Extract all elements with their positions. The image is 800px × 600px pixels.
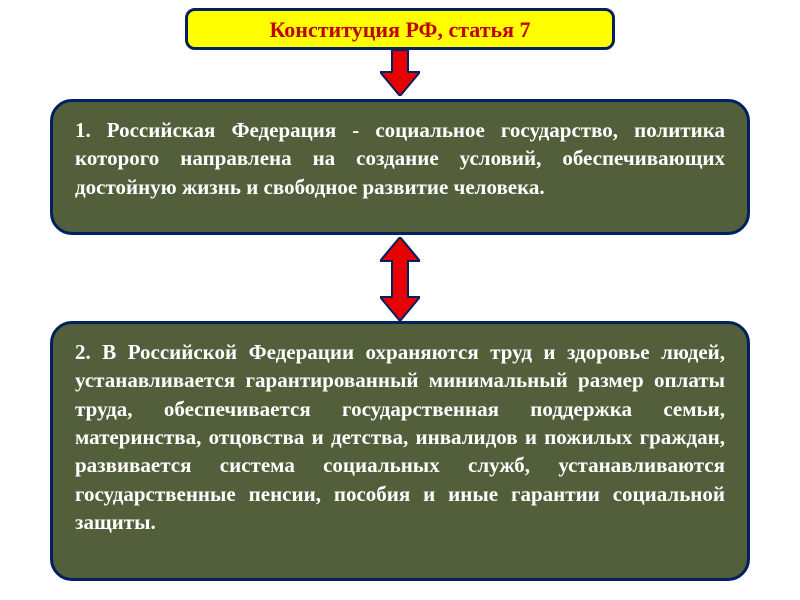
title-box: Конституция РФ, статья 7 [185,8,615,50]
arrow-down-1 [380,50,420,96]
article-point-2-text: 2. В Российской Федерации охраняются тру… [75,340,725,534]
article-point-1-text: 1. Российская Федерация - социальное гос… [75,118,725,199]
article-point-2: 2. В Российской Федерации охраняются тру… [50,321,750,581]
slide-stage: Конституция РФ, статья 7 1. Российская Ф… [0,0,800,600]
article-point-1: 1. Российская Федерация - социальное гос… [50,99,750,235]
arrow-double-vertical [380,237,420,321]
title-text: Конституция РФ, статья 7 [269,17,530,42]
